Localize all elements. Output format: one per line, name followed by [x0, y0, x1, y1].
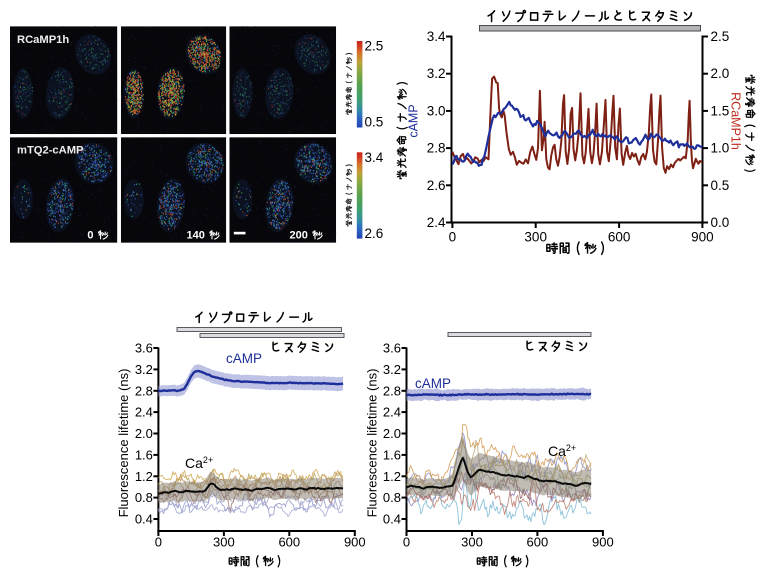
svg-text:140: 140	[187, 229, 205, 241]
svg-text:2.6: 2.6	[427, 178, 446, 193]
svg-text:RCaMP1h: RCaMP1h	[17, 34, 69, 46]
svg-text:0.5: 0.5	[711, 178, 730, 193]
svg-text:3.6: 3.6	[383, 341, 401, 356]
svg-text:2.0: 2.0	[135, 426, 153, 441]
svg-text:300: 300	[213, 535, 235, 550]
svg-text:2.5: 2.5	[711, 29, 730, 44]
svg-text:Fluorescence lifetime (ns): Fluorescence lifetime (ns)	[116, 369, 131, 518]
svg-text:2.4: 2.4	[383, 405, 401, 420]
svg-text:600: 600	[527, 535, 549, 550]
svg-text:900: 900	[344, 535, 366, 550]
svg-text:0.4: 0.4	[135, 512, 153, 527]
svg-text:cAMP: cAMP	[407, 104, 421, 137]
svg-text:0: 0	[155, 535, 162, 550]
svg-text:300: 300	[524, 230, 547, 245]
svg-text:mTQ2-cAMP: mTQ2-cAMP	[17, 145, 84, 157]
svg-text:0.0: 0.0	[711, 215, 730, 230]
svg-text:2.4: 2.4	[135, 405, 153, 420]
svg-text:2.0: 2.0	[383, 426, 401, 441]
svg-text:cAMP: cAMP	[415, 376, 451, 391]
svg-text:2.8: 2.8	[427, 141, 446, 156]
svg-text:Fluorescence lifetime (ns): Fluorescence lifetime (ns)	[365, 369, 380, 518]
svg-text:2.6: 2.6	[365, 226, 384, 241]
svg-text:1.2: 1.2	[383, 469, 401, 484]
svg-text:0.5: 0.5	[365, 115, 384, 130]
svg-text:0: 0	[87, 229, 93, 241]
svg-text:0.4: 0.4	[383, 512, 401, 527]
svg-text:2.4: 2.4	[427, 215, 446, 230]
svg-text:1.0: 1.0	[711, 141, 730, 156]
svg-text:300: 300	[461, 535, 483, 550]
svg-text:3.4: 3.4	[427, 29, 446, 44]
svg-text:3.2: 3.2	[383, 362, 401, 377]
svg-text:RCaMP1h: RCaMP1h	[729, 92, 743, 150]
svg-text:2.8: 2.8	[135, 383, 153, 398]
svg-text:cAMP: cAMP	[226, 351, 262, 366]
svg-text:2.8: 2.8	[383, 383, 401, 398]
svg-text:3.2: 3.2	[135, 362, 153, 377]
svg-text:0.8: 0.8	[383, 490, 401, 505]
svg-text:0.8: 0.8	[135, 490, 153, 505]
svg-text:2.5: 2.5	[365, 39, 384, 54]
svg-text:3.0: 3.0	[427, 103, 446, 118]
svg-text:1.2: 1.2	[135, 469, 153, 484]
svg-text:600: 600	[608, 230, 631, 245]
svg-text:3.6: 3.6	[135, 341, 153, 356]
svg-text:900: 900	[691, 230, 714, 245]
svg-text:3.2: 3.2	[427, 66, 446, 81]
svg-text:900: 900	[592, 535, 614, 550]
svg-text:1.6: 1.6	[383, 447, 401, 462]
svg-text:3.4: 3.4	[365, 150, 384, 165]
svg-text:600: 600	[278, 535, 300, 550]
svg-text:2.0: 2.0	[711, 66, 730, 81]
svg-text:1.5: 1.5	[711, 103, 730, 118]
svg-text:0: 0	[449, 230, 457, 245]
svg-text:200: 200	[290, 229, 308, 241]
svg-text:1.6: 1.6	[135, 447, 153, 462]
svg-text:0: 0	[403, 535, 410, 550]
